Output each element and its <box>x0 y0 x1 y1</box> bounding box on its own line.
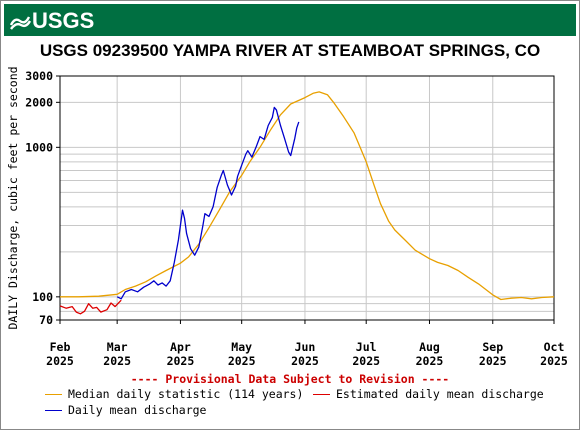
provisional-notice: ---- Provisional Data Subject to Revisio… <box>130 372 450 386</box>
legend-label-daily: Daily mean discharge <box>68 403 207 417</box>
x-tick-year-label: 2025 <box>540 354 568 368</box>
x-tick-label: Apr <box>170 340 191 354</box>
legend-label-median: Median daily statistic (114 years) <box>68 387 304 401</box>
legend-swatch-daily <box>45 410 62 411</box>
x-tick-label: Feb <box>50 340 71 354</box>
x-tick-year-label: 2025 <box>352 354 380 368</box>
x-tick-year-label: 2025 <box>228 354 256 368</box>
x-tick-year-label: 2025 <box>291 354 319 368</box>
x-tick-label: Jul <box>356 340 377 354</box>
x-tick-year-label: 2025 <box>103 354 131 368</box>
legend-swatch-estimated <box>313 394 330 395</box>
usgs-logo-text: USGS <box>32 9 94 31</box>
x-tick-label: Aug <box>419 340 440 354</box>
x-tick-label: Oct <box>544 340 565 354</box>
usgs-banner: USGS <box>4 4 576 36</box>
legend-item-median: Median daily statistic (114 years) <box>45 387 303 401</box>
chart-title: USGS 09239500 YAMPA RIVER AT STEAMBOAT S… <box>39 41 541 60</box>
legend-item-estimated: Estimated daily mean discharge <box>313 387 544 401</box>
y-tick-label: 1000 <box>25 140 53 154</box>
x-tick-label: Sep <box>482 340 503 354</box>
usgs-logo-icon: USGS <box>9 9 94 31</box>
series-layer <box>59 91 555 315</box>
x-tick-label: Mar <box>107 340 128 354</box>
plot-area <box>59 75 555 321</box>
series-line-daily-mean-discharge <box>116 106 300 300</box>
axis-labels: Feb2025Mar2025Apr2025May2025Jun2025Jul20… <box>25 69 568 368</box>
x-tick-label: Jun <box>295 340 316 354</box>
hydrograph-chart: Feb2025Mar2025Apr2025May2025Jun2025Jul20… <box>6 66 568 368</box>
legend-swatch-median <box>45 394 62 395</box>
y-tick-label: 2000 <box>25 95 53 109</box>
x-tick-year-label: 2025 <box>479 354 507 368</box>
series-line-median-daily-statistic-114-years <box>60 91 555 301</box>
legend-item-daily: Daily mean discharge <box>45 403 206 417</box>
x-tick-year-label: 2025 <box>416 354 444 368</box>
y-tick-label: 70 <box>39 313 53 327</box>
y-axis-label: DAILY Discharge, cubic feet per second <box>6 66 20 329</box>
x-tick-year-label: 2025 <box>46 354 74 368</box>
series-line-estimated-daily-mean-discharge <box>59 299 122 315</box>
grid <box>59 76 555 320</box>
legend-label-estimated: Estimated daily mean discharge <box>336 387 544 401</box>
y-tick-label: 100 <box>32 290 53 304</box>
x-tick-year-label: 2025 <box>167 354 195 368</box>
x-tick-label: May <box>231 340 252 354</box>
y-tick-label: 3000 <box>25 69 53 83</box>
